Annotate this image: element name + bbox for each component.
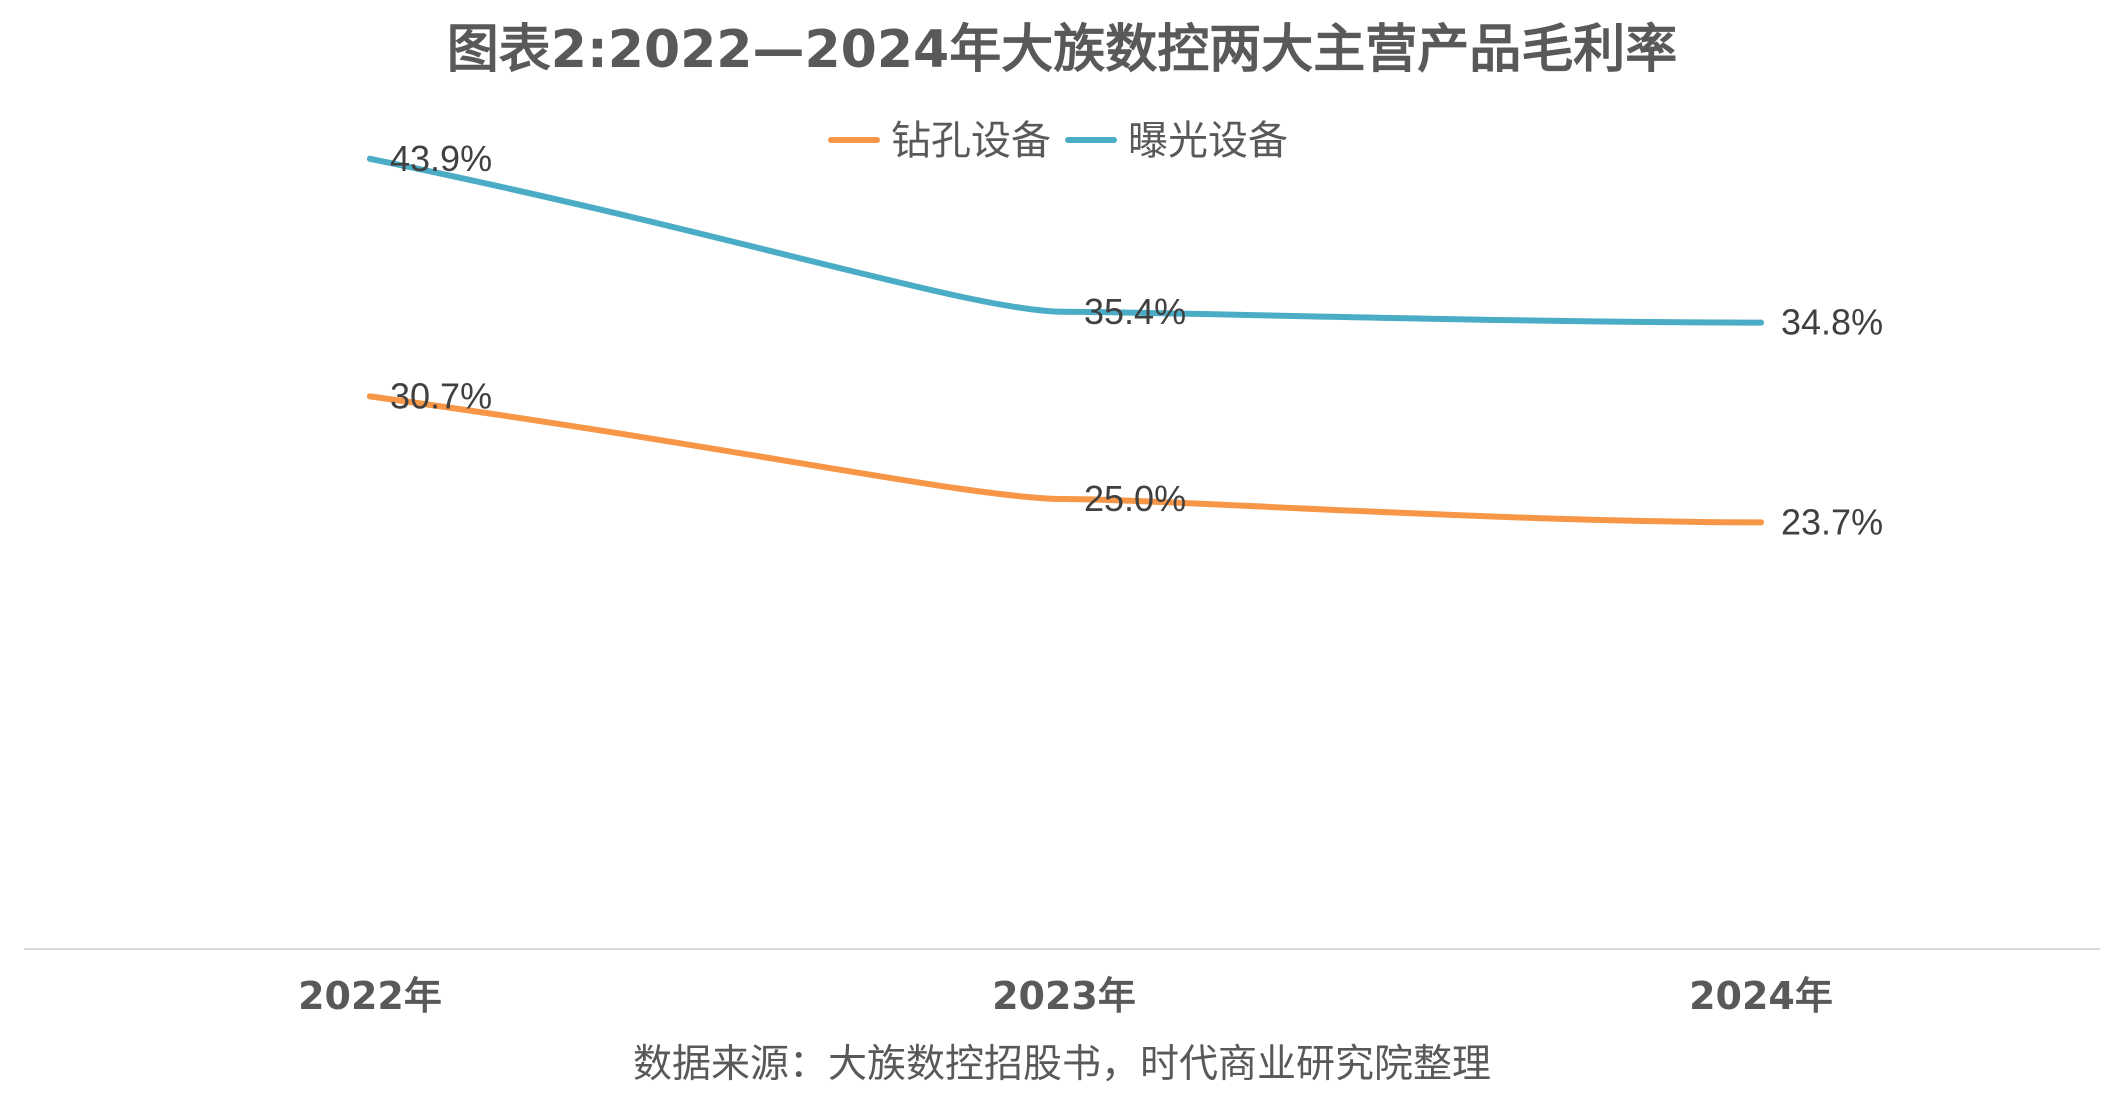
x-tick-label: 2023年 [992, 974, 1136, 1018]
data-label: 25.0% [1084, 478, 1186, 519]
x-tick-label: 2022年 [298, 974, 442, 1018]
data-label: 43.9% [390, 138, 492, 179]
data-label: 30.7% [390, 375, 492, 416]
data-point [1061, 496, 1067, 502]
data-point [1758, 319, 1764, 326]
x-tick-label: 2024年 [1689, 974, 1833, 1018]
data-label: 34.8% [1781, 302, 1883, 343]
legend: 钻孔设备 曝光设备 [828, 118, 1288, 164]
series-line-2 [367, 155, 1764, 326]
source-note: 数据来源：大族数控招股书，时代商业研究院整理 [633, 1042, 1491, 1087]
x-axis-ticks: 2022年 2023年 2024年 [298, 974, 1833, 1018]
data-point [1061, 308, 1067, 315]
legend-label-2: 曝光设备 [1128, 118, 1288, 164]
plot-area: 30.7% 25.0% 23.7% 43.9% 35.4% 34.8% [367, 138, 1883, 542]
data-point [367, 393, 373, 400]
chart-title: 图表2:2022—2024年大族数控两大主营产品毛利率 [447, 20, 1677, 80]
data-point [1758, 519, 1764, 526]
data-label: 35.4% [1084, 291, 1186, 332]
data-label: 23.7% [1781, 501, 1883, 542]
legend-label-1: 钻孔设备 [891, 118, 1051, 164]
series-line-1 [367, 393, 1764, 526]
data-point [367, 155, 373, 162]
